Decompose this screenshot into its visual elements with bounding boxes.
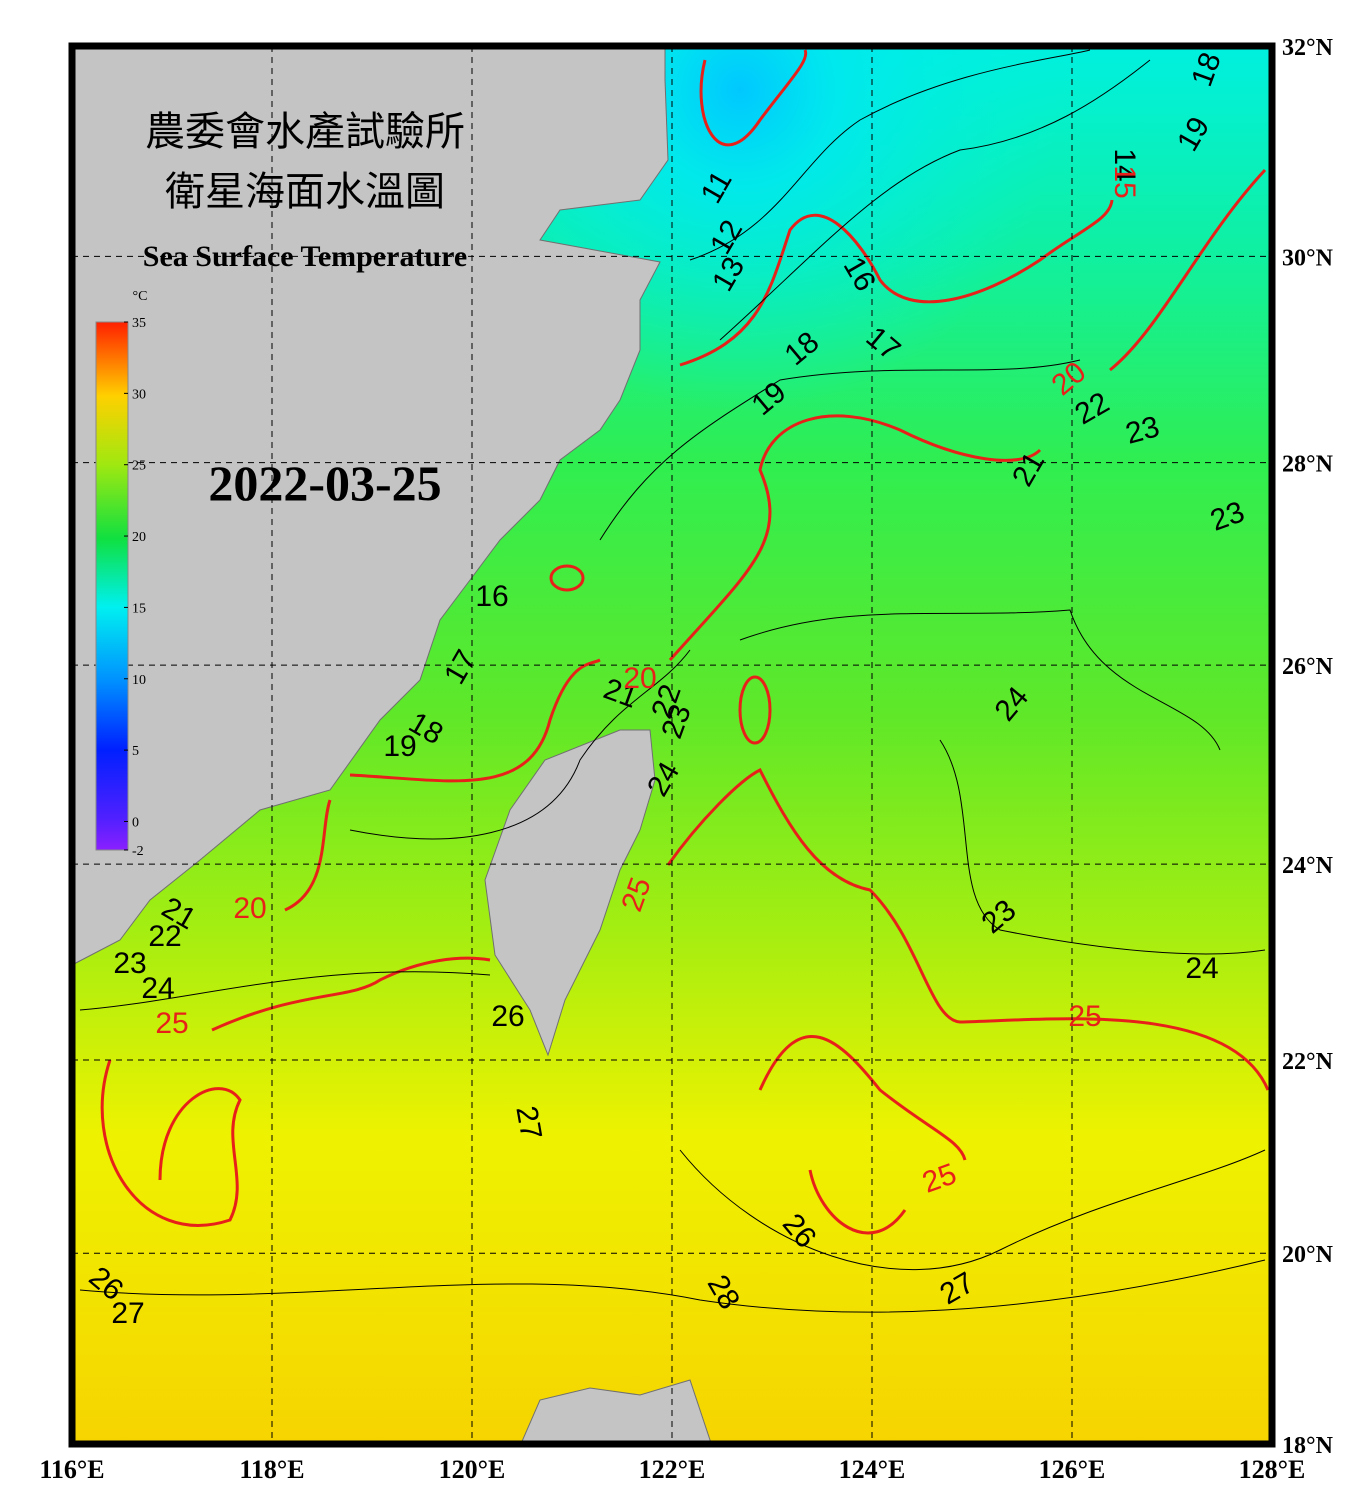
contour-label: 14 <box>1108 148 1141 181</box>
colorbar-tick-label: 5 <box>132 744 139 759</box>
contour-label: 25 <box>1068 1000 1101 1033</box>
contour-label: 27 <box>111 1297 144 1330</box>
date: 2022-03-25 <box>208 455 441 511</box>
contour-lines <box>79 49 1266 1313</box>
contour-label: 24 <box>1185 952 1218 985</box>
isotherm-lines <box>100 49 1270 1235</box>
title-zh-1: 農委會水產試驗所 <box>145 109 465 154</box>
contour-label: 19 <box>383 730 416 763</box>
y-tick-label: 30°N <box>1282 245 1334 271</box>
contour-label: 15 <box>1108 165 1141 198</box>
colorbar-unit: °C <box>133 289 148 304</box>
colorbar-tick-label: 20 <box>132 530 146 545</box>
colorbar-tick-label: 35 <box>132 316 146 331</box>
colorbar-tick-label: -2 <box>132 844 144 859</box>
title-en: Sea Surface Temperature <box>143 240 467 273</box>
x-tick-label: 120°E <box>439 1455 506 1484</box>
contour-label: 26 <box>491 1000 524 1033</box>
contour-label: 27 <box>509 1103 547 1142</box>
x-tick-label: 122°E <box>639 1455 706 1484</box>
x-tick-label: 126°E <box>1039 1455 1106 1484</box>
x-tick-label: 118°E <box>239 1455 304 1484</box>
contour-label: 16 <box>475 580 508 613</box>
colorbar-tick-label: 0 <box>132 815 139 830</box>
colorbar-tick-label: 25 <box>132 459 146 474</box>
y-tick-label: 24°N <box>1282 853 1334 879</box>
x-tick-label: 128°E <box>1239 1455 1306 1484</box>
y-tick-label: 18°N <box>1282 1433 1334 1459</box>
y-tick-label: 28°N <box>1282 452 1334 478</box>
colorbar <box>95 321 129 851</box>
colorbar-tick-label: 15 <box>132 601 146 616</box>
land-luzon <box>520 1379 712 1444</box>
contour-label: 23 <box>113 947 146 980</box>
y-tick-label: 20°N <box>1282 1242 1334 1268</box>
contour-label: 20 <box>233 892 266 925</box>
map-frame <box>68 42 1276 1448</box>
land-taiwan <box>484 729 656 1057</box>
contour-label: 20 <box>623 662 656 695</box>
contour-label: 22 <box>148 920 181 953</box>
y-tick-label: 22°N <box>1282 1049 1334 1075</box>
contour-label: 24 <box>141 972 174 1005</box>
x-tick-label: 116°E <box>39 1455 104 1484</box>
land-mainland <box>72 46 669 966</box>
title-zh-2: 衛星海面水溫圖 <box>165 169 445 214</box>
y-tick-label: 32°N <box>1282 35 1334 61</box>
contour-label: 25 <box>155 1007 188 1040</box>
colorbar-tick-label: 10 <box>132 673 146 688</box>
x-tick-label: 124°E <box>839 1455 906 1484</box>
y-tick-label: 26°N <box>1282 654 1334 680</box>
colorbar-tick-label: 30 <box>132 387 146 402</box>
